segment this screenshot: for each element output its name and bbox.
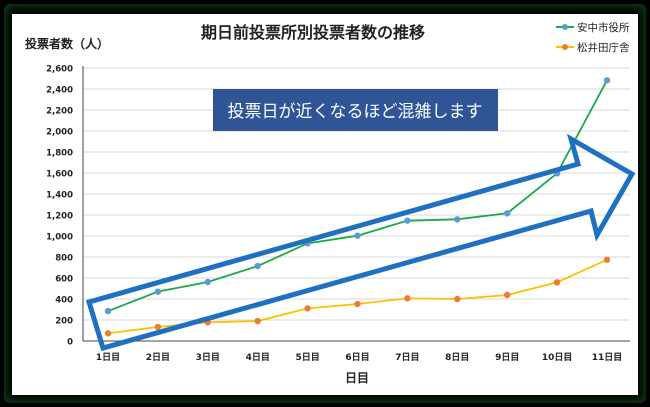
x-tick-label: 8日目 — [445, 352, 469, 363]
y-tick-label: 2,000 — [46, 128, 73, 138]
y-tick-label: 1,400 — [46, 191, 73, 201]
x-tick-label: 4日目 — [246, 352, 270, 363]
x-tick-label: 9日目 — [495, 352, 519, 363]
data-point — [204, 278, 211, 286]
x-tick-label: 7日目 — [395, 352, 419, 363]
y-axis-label: 投票者数（人） — [25, 36, 109, 51]
y-tick-label: 1,800 — [46, 149, 73, 159]
y-tick-label: 2,200 — [46, 107, 73, 117]
data-point — [104, 330, 112, 337]
data-point — [304, 305, 311, 312]
x-tick-label: 6日目 — [345, 352, 369, 363]
y-tick-label: 2,600 — [46, 65, 73, 75]
y-tick-label: 800 — [55, 254, 73, 264]
data-point — [404, 217, 411, 224]
series-line — [107, 258, 608, 335]
y-tick-label: 1,000 — [46, 233, 73, 243]
y-tick-label: 1,200 — [46, 212, 73, 222]
data-point — [354, 300, 361, 308]
annotation-text: 投票日が近くなるほど混雑します — [228, 102, 483, 122]
data-point — [154, 323, 162, 331]
annotation-banner — [213, 89, 498, 131]
x-tick-label: 2日目 — [146, 352, 170, 363]
data-point — [454, 216, 461, 223]
y-tick-label: 2,400 — [46, 86, 73, 96]
y-tick-label: 200 — [55, 317, 73, 327]
trend-arrow — [85, 133, 636, 352]
data-point — [504, 291, 511, 299]
legend-label: 安中市役所 — [577, 21, 630, 34]
y-tick-label: 400 — [55, 296, 73, 306]
legend-marker — [562, 44, 568, 50]
legend-marker — [562, 24, 568, 30]
legend-label: 松井田庁舎 — [577, 41, 630, 54]
data-point — [104, 307, 112, 315]
chart-title: 期日前投票所別投票者数の推移 — [201, 23, 425, 42]
data-point — [603, 77, 611, 84]
data-point — [454, 295, 461, 303]
y-tick-label: 600 — [55, 275, 73, 285]
y-tick-label: 0 — [67, 338, 73, 348]
data-point — [254, 262, 261, 270]
x-tick-label: 1日目 — [96, 352, 120, 363]
x-tick-label: 10日目 — [542, 352, 573, 363]
data-point — [354, 232, 361, 239]
x-axis-label: 日目 — [345, 371, 369, 385]
data-point — [404, 295, 411, 302]
y-tick-label: 1,600 — [46, 170, 73, 180]
data-point — [603, 256, 611, 263]
data-point — [553, 279, 561, 286]
data-point — [254, 317, 261, 325]
x-tick-label: 3日目 — [196, 352, 220, 363]
x-tick-label: 11日目 — [592, 352, 623, 363]
data-point — [154, 288, 162, 295]
x-tick-label: 5日目 — [295, 352, 319, 363]
data-point — [504, 210, 511, 217]
